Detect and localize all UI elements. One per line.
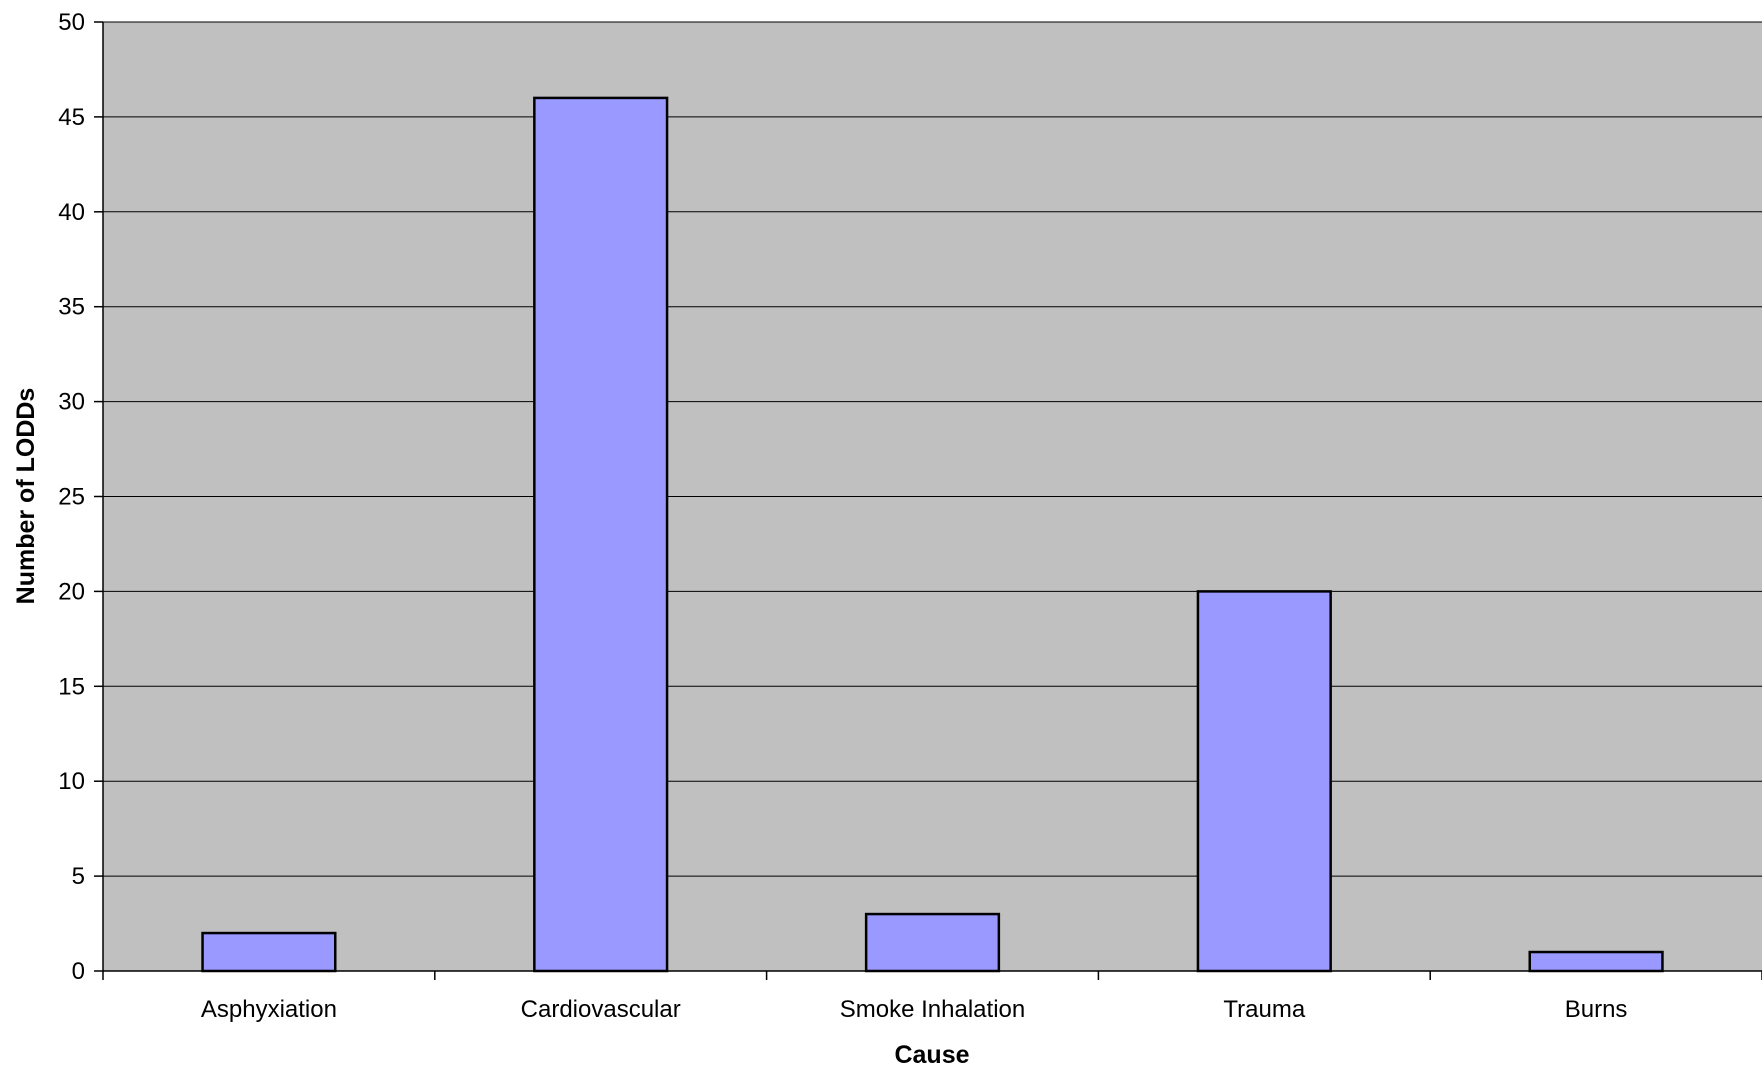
y-tick-label: 20 <box>58 578 85 605</box>
bar-asphyxiation <box>201 931 337 973</box>
y-ticks: 0 5 10 15 20 25 30 35 40 45 50 <box>58 9 103 985</box>
y-tick-label: 45 <box>58 104 85 131</box>
y-tick-label: 15 <box>58 673 85 700</box>
y-tick-label: 40 <box>58 199 85 226</box>
y-tick-label: 5 <box>72 863 85 890</box>
y-axis-title: Number of LODDs <box>12 388 40 605</box>
x-tick-label: Trauma <box>1223 996 1305 1023</box>
x-tick-label: Asphyxiation <box>201 996 337 1023</box>
x-tick-label: Smoke Inhalation <box>840 996 1025 1023</box>
bar-smoke-inhalation <box>864 912 1001 973</box>
y-tick-label: 50 <box>58 9 85 36</box>
x-axis-title: Cause <box>894 1041 969 1069</box>
x-tick-label: Cardiovascular <box>521 996 681 1023</box>
y-tick-label: 0 <box>72 958 85 985</box>
y-tick-label: 10 <box>58 768 85 795</box>
bar-trauma <box>1196 590 1332 973</box>
x-ticks: Asphyxiation Cardiovascular Smoke Inhalati… <box>102 971 1762 1023</box>
y-tick-label: 25 <box>58 484 85 511</box>
bar-burns <box>1528 950 1664 973</box>
y-tick-label: 30 <box>58 389 85 416</box>
gridlines <box>103 21 1762 877</box>
bars <box>201 96 1664 973</box>
bar-cardiovascular <box>533 96 669 973</box>
x-tick-label: Burns <box>1565 996 1628 1023</box>
y-tick-label: 35 <box>58 294 85 321</box>
